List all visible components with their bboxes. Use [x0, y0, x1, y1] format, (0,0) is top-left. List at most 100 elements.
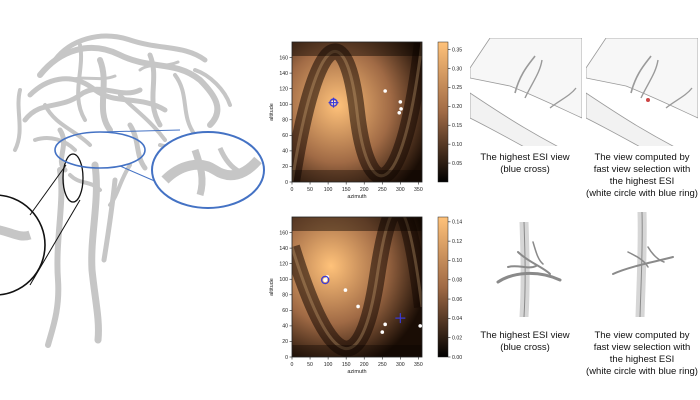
white-view-point — [380, 330, 385, 334]
y-axis-label: altitude — [269, 278, 275, 296]
x-tick-label: 100 — [324, 362, 333, 368]
bottom-shade — [292, 345, 422, 357]
caption-bottom-highest-esi: The highest ESI view (blue cross) — [470, 330, 580, 354]
caption-line: (white circle with blue ring) — [586, 188, 698, 199]
x-tick-label: 200 — [360, 187, 369, 193]
white-view-point — [399, 107, 403, 111]
x-tick-label: 350 — [414, 362, 423, 368]
white-view-point — [343, 288, 348, 292]
light-band — [292, 217, 422, 351]
black-zoom-inset — [0, 153, 84, 296]
x-tick-label: 150 — [342, 187, 351, 193]
caption-bottom-fast-selection: The view computed by fast view selection… — [584, 330, 700, 378]
colorbar-tick-label: 0.35 — [452, 47, 462, 53]
colorbar-tick-label: 0.00 — [452, 355, 462, 361]
top-highest-esi-view-render — [470, 38, 582, 146]
caption-top-fast-selection: The view computed by fast view selection… — [584, 152, 700, 200]
x-tick-label: 150 — [342, 362, 351, 368]
white-view-point — [383, 89, 387, 93]
white-view-point — [398, 100, 403, 104]
y-tick-label: 0 — [285, 180, 288, 186]
colorbar-tick-label: 0.10 — [452, 258, 462, 264]
x-tick-label: 200 — [360, 362, 369, 368]
bottom-shade — [292, 170, 422, 182]
caption-line: (white circle with blue ring) — [586, 366, 698, 377]
x-tick-label: 300 — [396, 187, 405, 193]
y-tick-label: 100 — [279, 102, 288, 108]
dark-band — [292, 217, 422, 357]
y-axis-label: altitude — [269, 103, 275, 121]
y-tick-label: 120 — [279, 261, 288, 267]
top-esi-heatmap-panel: 0 50 100 150 200 250 300 350 0 20 40 60 80 100 120 140 1… — [268, 38, 468, 213]
x-tick-label: 50 — [307, 362, 313, 368]
dark-band — [292, 42, 422, 182]
top-esi-heatmap: 0 50 100 150 200 250 300 350 0 20 40 60 80 100 120 140 1… — [269, 41, 462, 200]
y-tick-label: 40 — [282, 149, 288, 155]
colorbar-tick-label: 0.04 — [452, 316, 462, 322]
caption-line: The highest ESI view — [480, 152, 570, 163]
y-tick-label: 80 — [282, 293, 288, 299]
heatmap-structures — [292, 42, 422, 182]
y-tick-label: 80 — [282, 118, 288, 124]
white-circle-marker — [323, 278, 328, 282]
y-tick-label: 120 — [279, 86, 288, 92]
colorbar-tick-label: 0.02 — [452, 335, 462, 341]
colorbar — [437, 41, 449, 183]
x-tick-label: 100 — [324, 187, 333, 193]
bottom-esi-heatmap-panel: 0 50 100 150 200 250 300 350 0 20 40 60 80 100 120 140 1… — [268, 213, 468, 388]
colorbar-tick-label: 0.15 — [452, 123, 462, 129]
colorbar-tick-label: 0.10 — [452, 142, 462, 148]
y-tick-label: 160 — [279, 230, 288, 236]
y-tick-label: 0 — [285, 355, 288, 361]
blue-ring-marker — [320, 275, 330, 285]
colorbar-tick-label: 0.12 — [452, 239, 462, 245]
caption-line: (blue cross) — [500, 342, 550, 353]
y-tick-label: 140 — [279, 71, 288, 77]
colorbar-tick-label: 0.30 — [452, 66, 462, 72]
x-tick-label: 0 — [291, 362, 294, 368]
blue-zoom-inset — [54, 129, 265, 209]
x-axis-label: azimuth — [347, 194, 366, 200]
caption-line: the highest ESI — [609, 354, 675, 365]
colorbar-tick-label: 0.05 — [452, 161, 462, 167]
white-view-point — [418, 324, 422, 328]
white-view-point — [356, 304, 360, 309]
x-tick-label: 300 — [396, 362, 405, 368]
colorbar — [437, 216, 449, 358]
x-tick-label: 350 — [414, 187, 423, 193]
colorbar-tick-label: 0.20 — [452, 104, 462, 110]
y-tick-label: 20 — [282, 164, 288, 170]
caption-line: the highest ESI — [609, 176, 675, 187]
light-band — [292, 42, 422, 182]
caption-line: The highest ESI view — [480, 330, 570, 341]
y-tick-label: 60 — [282, 308, 288, 314]
bottom-esi-heatmap: 0 50 100 150 200 250 300 350 0 20 40 60 80 100 120 140 1… — [269, 216, 462, 375]
y-tick-label: 160 — [279, 55, 288, 61]
caption-line: fast view selection with — [593, 342, 691, 353]
x-tick-label: 250 — [378, 187, 387, 193]
caption-line: The view computed by — [594, 152, 690, 163]
axes-frame — [291, 41, 423, 183]
top-shade — [292, 42, 422, 56]
y-tick-label: 20 — [282, 339, 288, 345]
colorbar-tick-label: 0.14 — [452, 220, 462, 226]
colorbar-tick-label: 0.08 — [452, 278, 462, 284]
top-shade — [292, 217, 422, 231]
colorbar-tick-label: 0.25 — [452, 85, 462, 91]
white-view-point — [397, 110, 402, 115]
x-tick-label: 0 — [291, 187, 294, 193]
caption-top-highest-esi: The highest ESI view (blue cross) — [470, 152, 580, 176]
vessel-tree-figure — [0, 33, 265, 348]
axes-frame — [291, 216, 423, 358]
x-tick-label: 250 — [378, 362, 387, 368]
y-tick-label: 140 — [279, 246, 288, 252]
y-tick-label: 60 — [282, 133, 288, 139]
white-view-point — [383, 322, 387, 327]
caption-line: (blue cross) — [500, 164, 550, 175]
x-tick-label: 50 — [307, 187, 313, 193]
caption-line: fast view selection with — [593, 164, 691, 175]
view-marker — [646, 98, 650, 102]
y-tick-label: 40 — [282, 324, 288, 330]
colorbar-tick-label: 0.06 — [452, 297, 462, 303]
x-axis-label: azimuth — [347, 369, 366, 375]
